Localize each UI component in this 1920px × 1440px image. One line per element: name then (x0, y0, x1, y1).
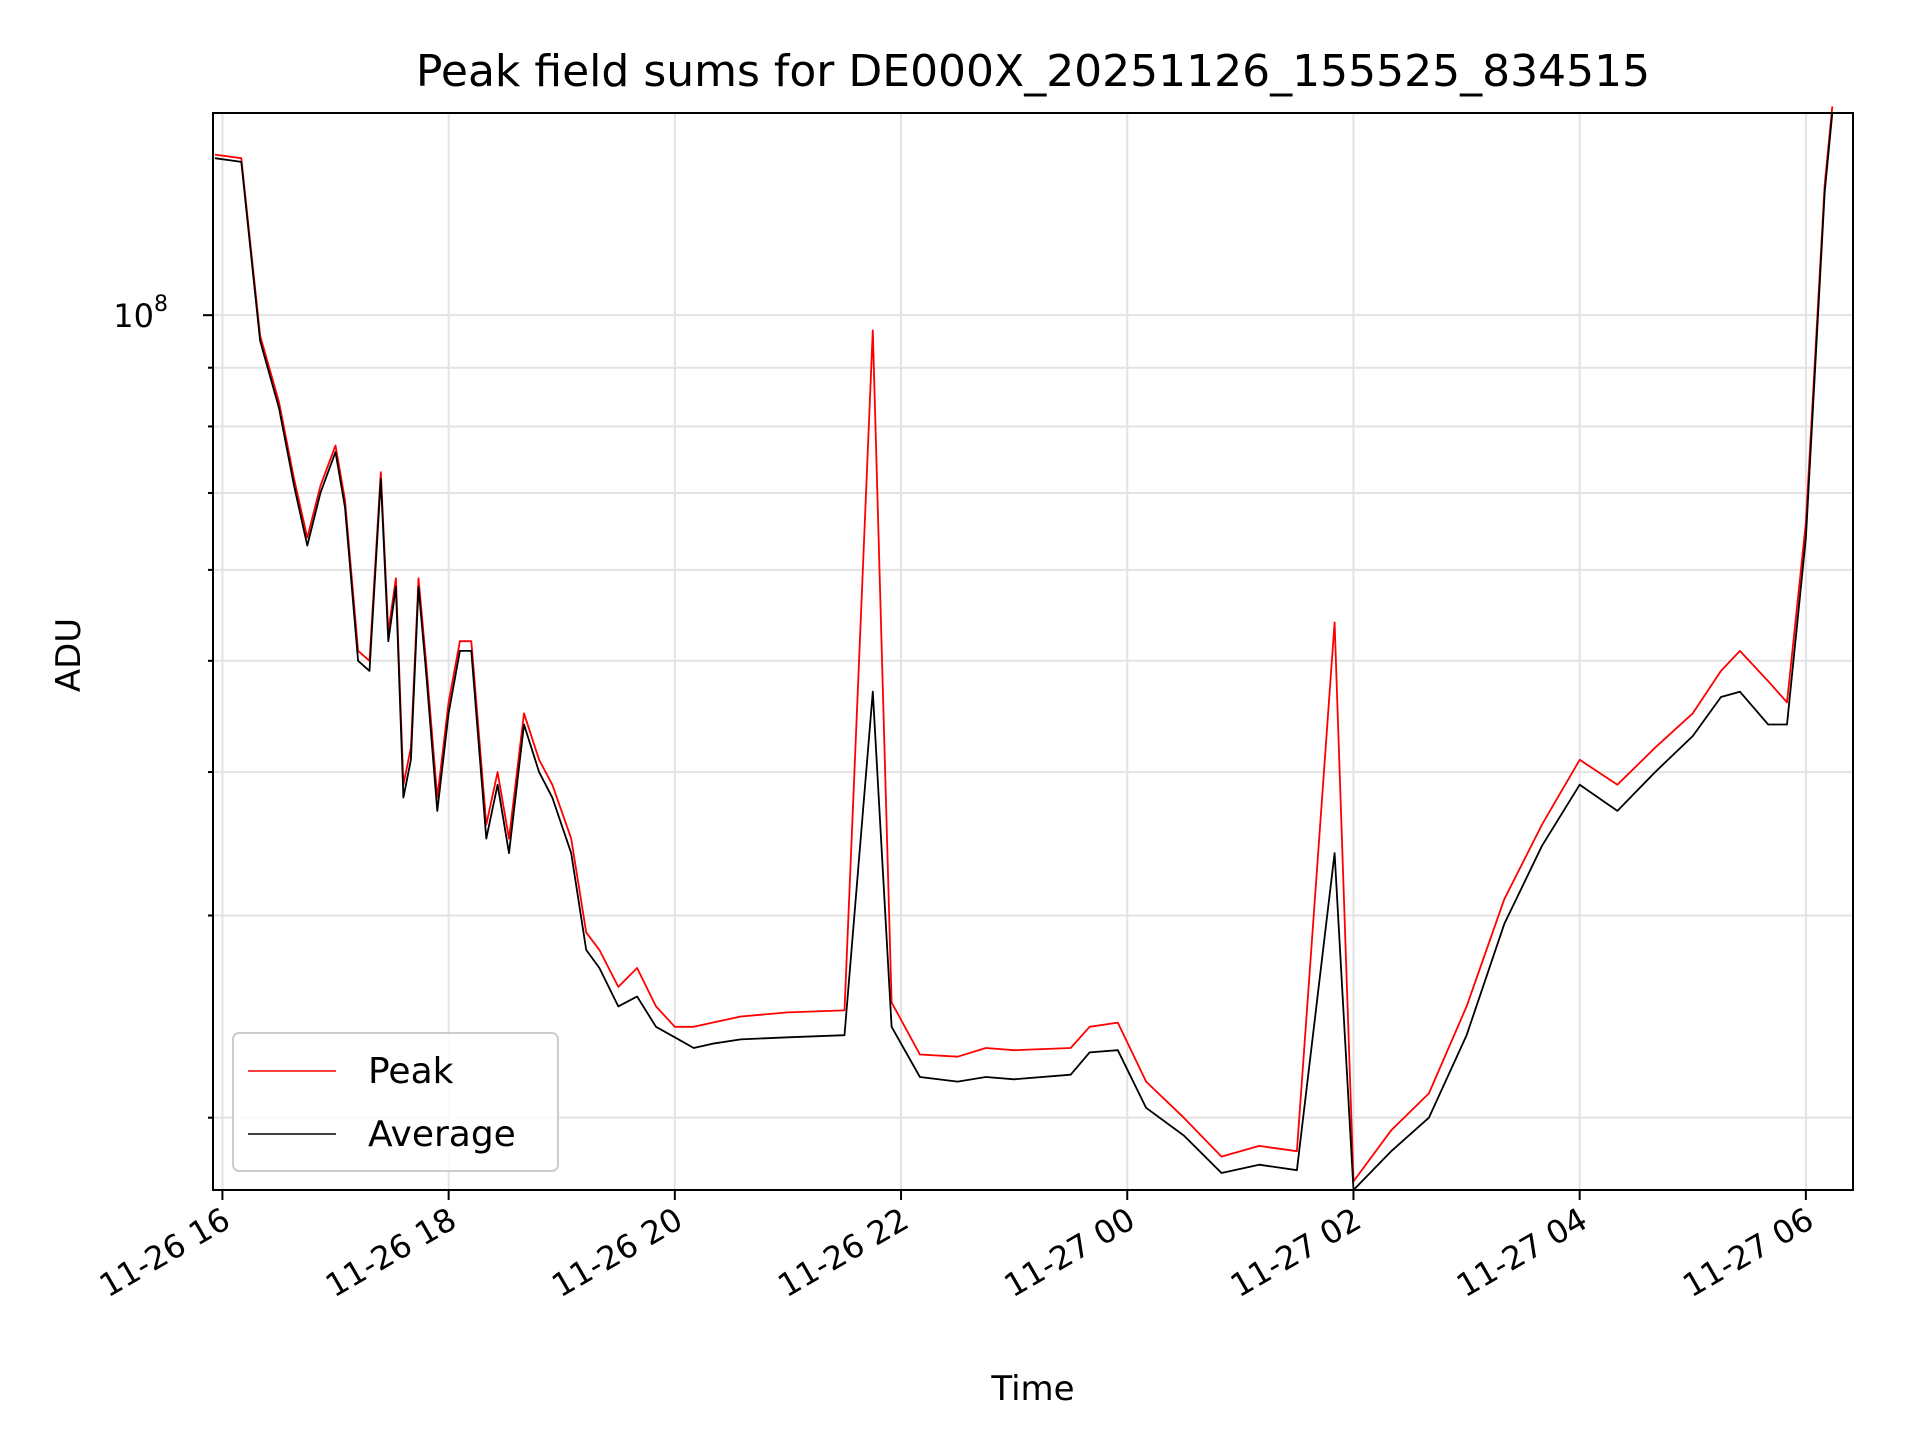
x-tick-label: 11-26 22 (771, 1200, 915, 1305)
x-tick-label: 11-27 06 (1676, 1200, 1820, 1305)
series-line-peak (214, 106, 1834, 1183)
x-tick-label: 11-26 20 (545, 1200, 689, 1305)
series-line-average (214, 112, 1834, 1191)
plot-series (214, 106, 1834, 1191)
x-tick-label: 11-26 16 (93, 1200, 237, 1305)
x-tick-label: 11-27 02 (1224, 1200, 1368, 1305)
legend-label-average: Average (368, 1114, 516, 1155)
y-grid (213, 314, 1853, 1119)
x-axis-ticks: 11-26 16 11-26 18 11-26 20 11-26 22 11-27 00… (93, 1190, 1820, 1305)
y-axis-ticks: 108 (113, 292, 213, 1119)
x-tick-label: 11-27 00 (998, 1200, 1142, 1305)
chart-title: Peak field sums for DE000X_20251126_1555… (416, 46, 1650, 97)
y-axis-label: ADU (49, 618, 89, 692)
legend-label-peak: Peak (368, 1051, 454, 1092)
plot-frame (212, 112, 1854, 1191)
legend-box (232, 1032, 559, 1172)
x-tick-label: 11-26 18 (319, 1200, 463, 1305)
x-tick-label: 11-27 04 (1450, 1200, 1594, 1305)
legend: Peak Average (232, 1032, 559, 1172)
x-grid (221, 113, 1807, 1190)
x-axis-label: Time (990, 1369, 1074, 1409)
y-tick-label: 108 (113, 292, 168, 335)
